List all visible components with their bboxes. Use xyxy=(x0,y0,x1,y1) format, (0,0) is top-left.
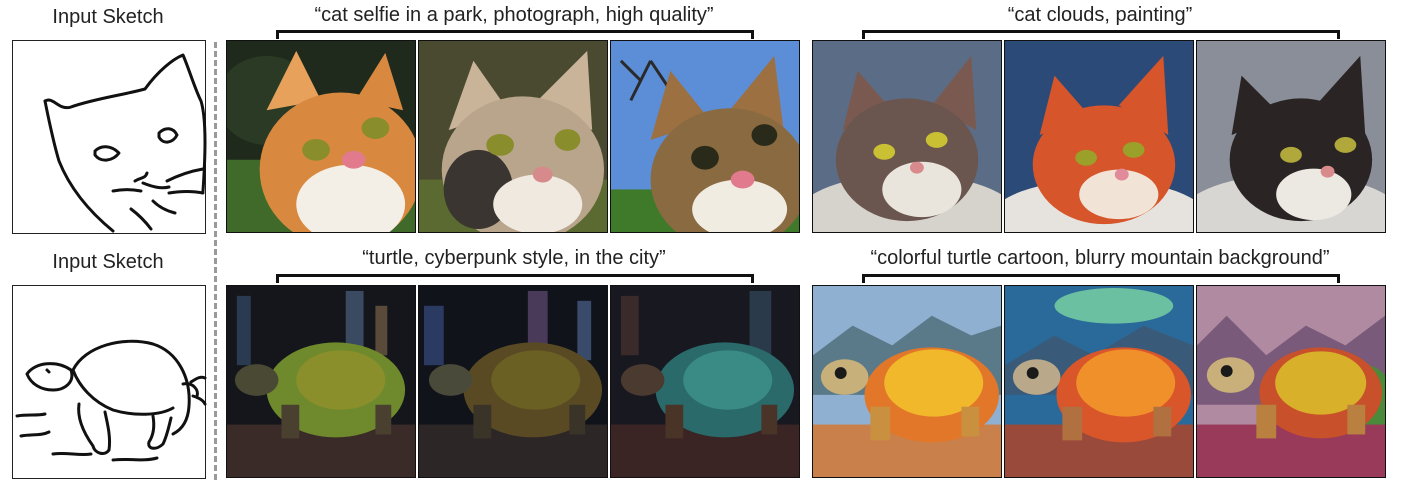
cat-painting-clouds-3 xyxy=(1196,40,1386,233)
caption-bracket xyxy=(276,274,754,283)
turtle-cartoon-mountain-1 xyxy=(812,285,1002,478)
turtle-sketch-icon xyxy=(15,339,207,462)
turtle-sketch xyxy=(12,285,207,479)
prompt-caption: “colorful turtle cartoon, blurry mountai… xyxy=(870,247,1330,269)
cat-photo-park-2 xyxy=(418,40,608,233)
caption-bracket xyxy=(862,274,1340,283)
cat-photo-park-1 xyxy=(226,40,416,233)
prompt-caption: “cat clouds, painting” xyxy=(1007,4,1193,26)
caption-bracket xyxy=(862,30,1340,39)
section-divider xyxy=(214,42,217,480)
cat-painting-clouds-1 xyxy=(812,40,1002,233)
turtle-cartoon-mountain-3 xyxy=(1196,285,1386,478)
input-sketch-label: Input Sketch xyxy=(52,251,164,273)
turtle-cyberpunk-city-1 xyxy=(226,285,416,478)
prompt-caption: “cat selfie in a park, photograph, high … xyxy=(314,4,714,26)
turtle-cartoon-mountain-2 xyxy=(1004,285,1194,478)
turtle-cyberpunk-city-3 xyxy=(610,285,800,478)
cat-sketch xyxy=(12,40,207,234)
caption-bracket xyxy=(276,30,754,39)
turtle-cyberpunk-city-2 xyxy=(418,285,608,478)
prompt-caption: “turtle, cyberpunk style, in the city” xyxy=(362,247,666,269)
cat-painting-clouds-2 xyxy=(1004,40,1194,233)
cat-sketch-icon xyxy=(43,53,207,233)
cat-photo-park-3 xyxy=(610,40,800,233)
input-sketch-label: Input Sketch xyxy=(52,6,164,28)
